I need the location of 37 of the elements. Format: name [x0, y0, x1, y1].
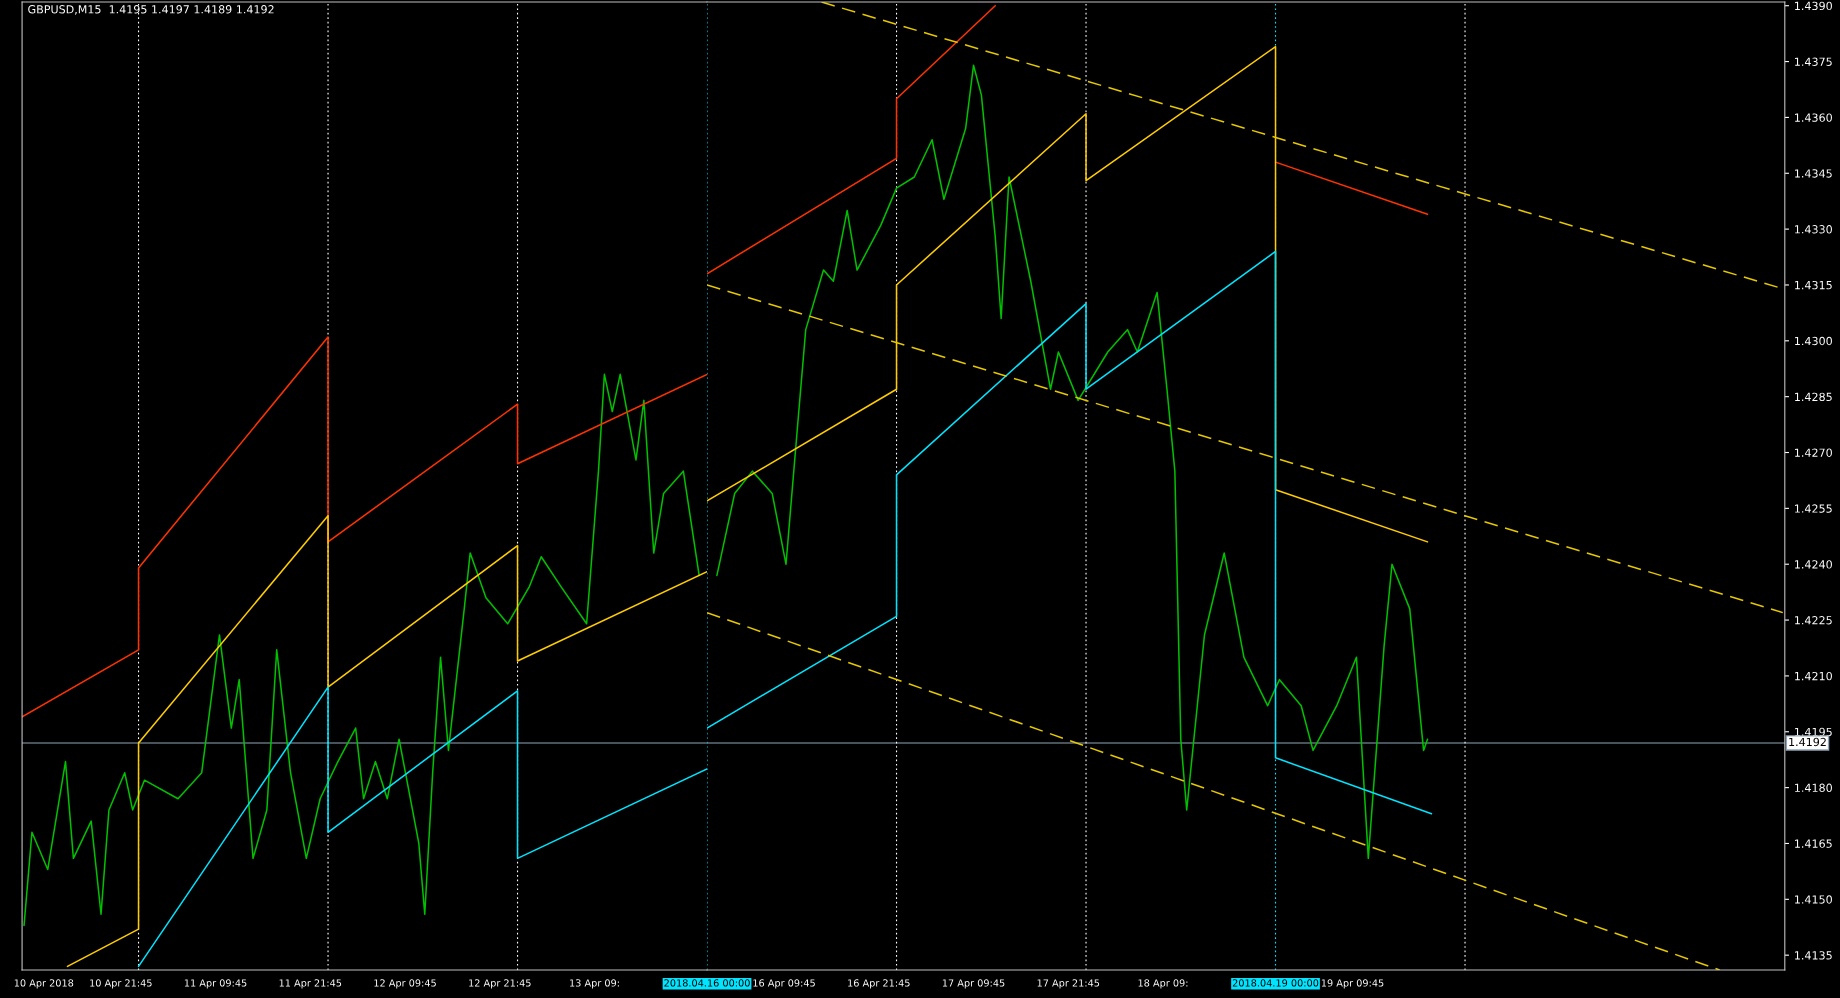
y-tick-label: 1.4195 — [1795, 727, 1832, 737]
y-tick-label: 1.4225 — [1795, 616, 1832, 625]
y-tick-label: 1.4210 — [1795, 671, 1832, 681]
x-tick-label: 10 Apr 2018 — [14, 979, 74, 989]
line-series — [716, 64, 1429, 860]
x-tick-label: 2018.04.19 00:00 — [1232, 979, 1319, 987]
y-tick-label: 1.4165 — [1795, 839, 1832, 848]
y-tick-label: 1.4345 — [1795, 169, 1832, 178]
x-tick-label: 16 Apr 09:45 — [753, 979, 815, 989]
x-tick-label: 19 Apr 09:45 — [1321, 979, 1384, 989]
x-tick-label: 11 Apr 09:45 — [184, 979, 247, 989]
x-tick-label: 10 Apr 21:45 — [90, 979, 152, 989]
y-tick-label: 1.4300 — [1795, 336, 1832, 346]
x-tick-label: 12 Apr 09:45 — [374, 979, 436, 989]
x-tick-label: 16 Apr 21:45 — [848, 979, 910, 989]
x-tick-label: 13 Apr 09: — [570, 979, 619, 989]
y-tick-label: 1.4360 — [1795, 113, 1832, 122]
x-tick-label: 11 Apr 21:45 — [279, 979, 342, 989]
x-tick-label: 18 Apr 09: — [1138, 979, 1188, 989]
chart-title: GBPUSD,M15 1.4195 1.4197 1.4189 1.4192 — [28, 5, 274, 15]
y-tick-label: 1.4315 — [1795, 280, 1832, 290]
y-tick-label: 1.4255 — [1795, 504, 1832, 513]
y-tick-label: 1.4285 — [1795, 392, 1832, 402]
y-tick-label: 1.4180 — [1795, 783, 1832, 792]
y-tick-label: 1.4270 — [1795, 448, 1832, 457]
y-tick-label: 1.4135 — [1795, 951, 1832, 960]
ref-line-label: 1.4192 — [1789, 737, 1826, 747]
y-tick-label: 1.4330 — [1795, 225, 1832, 234]
line-series — [707, 250, 1433, 815]
x-tick-label: 2018.04.16 00:00 — [664, 979, 750, 987]
y-tick-label: 1.4240 — [1795, 560, 1832, 569]
y-tick-label: 1.4375 — [1795, 57, 1832, 66]
y-tick-label: 1.4150 — [1795, 895, 1832, 904]
x-tick-label: 17 Apr 09:45 — [942, 979, 1005, 989]
x-tick-label: 12 Apr 21:45 — [469, 979, 531, 989]
x-tick-label: 17 Apr 21:45 — [1037, 979, 1100, 989]
y-tick-label: 1.4390 — [1795, 1, 1832, 11]
